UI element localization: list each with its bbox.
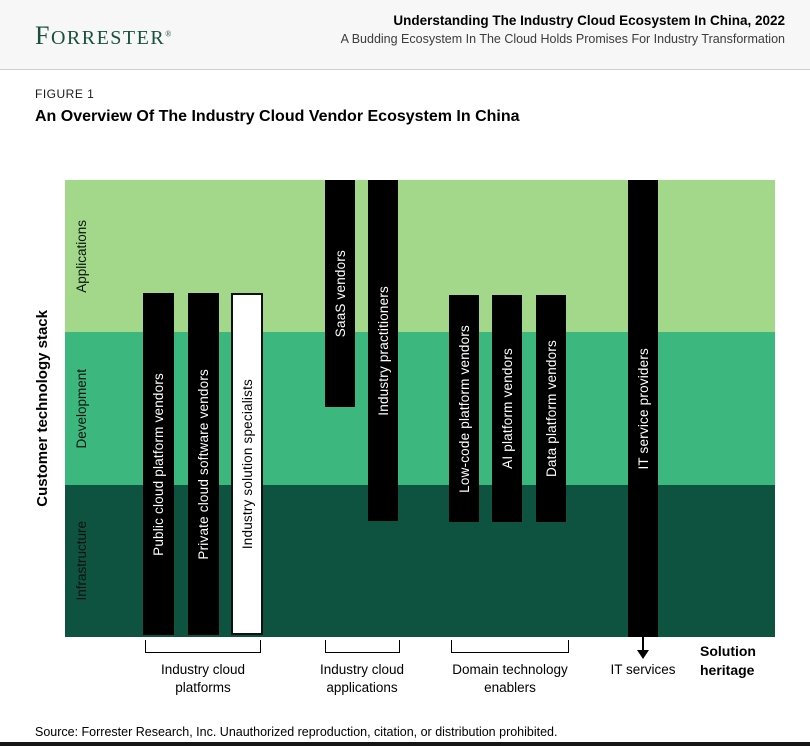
vendor-bar-industry-solution-specialists: Industry solution specialists (231, 293, 263, 635)
down-arrow-icon (637, 650, 649, 659)
group-bracket-industry-cloud-applications (325, 640, 400, 653)
forrester-logo-text: FORRESTER (35, 21, 166, 50)
stack-band-label: Applications (74, 180, 89, 332)
vendor-bar-label: SaaS vendors (332, 249, 348, 338)
y-axis-label-text: Customer technology stack (33, 310, 51, 507)
vendor-bar-label: Industry solution specialists (239, 378, 255, 550)
group-bracket-domain-technology-enablers (451, 640, 569, 653)
stack-band-label-text: Development (74, 368, 89, 449)
forrester-logo: FORRESTER® (35, 21, 171, 51)
stack-band-label: Development (74, 332, 89, 485)
stack-band-label-text: Applications (74, 219, 89, 293)
group-label-industry-cloud-platforms: Industry cloud platforms (160, 662, 246, 695)
stack-band-label-text: Infrastructure (74, 521, 89, 601)
figure-title: An Overview Of The Industry Cloud Vendor… (35, 108, 520, 125)
vendor-bar-label: Private cloud software vendors (196, 368, 211, 560)
vendor-bar-low-code-platform-vendors: Low-code platform vendors (449, 295, 479, 522)
group-bracket-industry-cloud-platforms (145, 640, 261, 653)
vendor-bar-private-cloud-software-vendors: Private cloud software vendors (188, 293, 219, 635)
group-label-it-services: IT services (610, 662, 676, 677)
vendor-bar-label: Data platform vendors (543, 339, 559, 477)
vendor-bar-industry-practitioners: Industry practitioners (368, 180, 398, 521)
vendor-bar-label: IT service providers (635, 347, 651, 470)
bottom-border-bar (0, 742, 810, 746)
vendor-bar-ai-platform-vendors: AI platform vendors (492, 295, 522, 522)
figure-number-label: FIGURE 1 (35, 87, 95, 101)
group-label-industry-cloud-applications: Industry cloud applications (319, 662, 405, 695)
y-axis-label: Customer technology stack (28, 180, 56, 637)
vendor-bar-label: AI platform vendors (499, 348, 515, 469)
down-arrow-stem (642, 637, 644, 651)
report-title: Understanding The Industry Cloud Ecosyst… (393, 13, 785, 28)
vendor-bar-public-cloud-platform-vendors: Public cloud platform vendors (143, 293, 174, 635)
vendor-bar-saas-vendors: SaaS vendors (325, 180, 355, 407)
group-label-domain-technology-enablers: Domain technology enablers (452, 662, 568, 695)
registered-trademark-icon: ® (165, 29, 172, 39)
vendor-bar-it-service-providers: IT service providers (628, 180, 658, 637)
x-axis-label-solution-heritage: Solution heritage (700, 643, 756, 678)
source-line: Source: Forrester Research, Inc. Unautho… (35, 725, 558, 739)
vendor-bar-label: Industry practitioners (375, 285, 391, 416)
report-header-text: Understanding The Industry Cloud Ecosyst… (341, 13, 785, 46)
vendor-bar-label: Public cloud platform vendors (151, 372, 166, 556)
stack-band-label: Infrastructure (74, 485, 89, 637)
chart-canvas: Applications Development Infrastructure Pub… (65, 180, 775, 637)
vendor-bar-data-platform-vendors: Data platform vendors (536, 295, 566, 522)
report-header: FORRESTER® Understanding The Industry Cl… (0, 0, 810, 70)
report-subtitle: A Budding Ecosystem In The Cloud Holds P… (340, 32, 785, 46)
vendor-bar-label: Low-code platform vendors (456, 324, 472, 493)
